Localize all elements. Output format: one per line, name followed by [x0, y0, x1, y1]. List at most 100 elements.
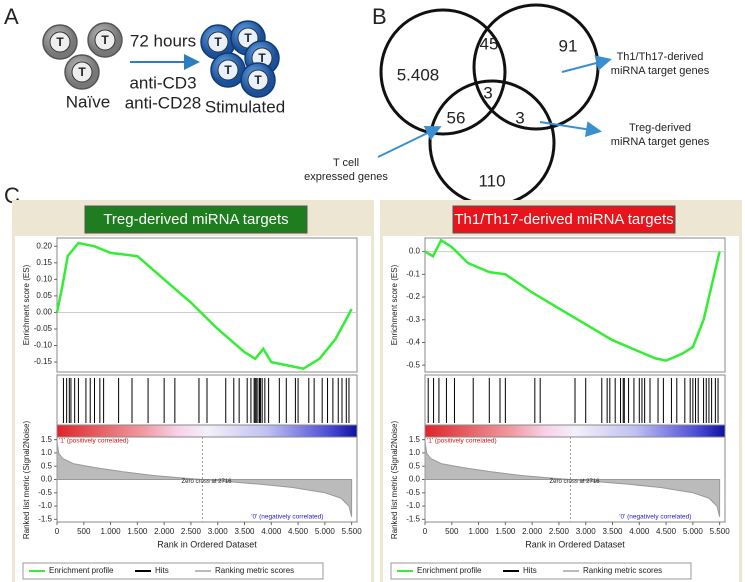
venn-label: miRNA target genes: [611, 136, 710, 148]
x-tick-label: 4.500: [288, 527, 309, 536]
cell-label: T: [101, 33, 109, 47]
cell-core: [71, 61, 93, 83]
rank-colorbar: [424, 424, 726, 438]
x-tick-label: 3.500: [234, 527, 255, 536]
venn-count: 91: [559, 36, 578, 55]
y-tick-label: 1.0: [41, 448, 53, 457]
y-tick-label: -0.10: [34, 341, 53, 350]
x-tick-label: 4.000: [261, 527, 282, 536]
legend-box: [22, 562, 324, 580]
y-tick-label: -1.0: [406, 501, 420, 510]
zero-cross-label: Zero cross at 2716: [549, 479, 600, 485]
legend-label: Ranking metric scores: [215, 566, 294, 575]
naive-label: Naïve: [66, 92, 110, 111]
cell-core: [247, 69, 269, 91]
panel-b-text: B 5.408 45 91 3 56 3 110 T cell expresse…: [4, 4, 710, 208]
x-tick-label: 5.500: [710, 527, 731, 536]
time-label: 72 hours: [130, 31, 196, 50]
y-tick-label: -0.5: [38, 488, 52, 497]
y-tick-label: -0.3: [406, 315, 420, 324]
venn-count: 56: [447, 108, 466, 127]
cell-label: T: [224, 63, 232, 77]
x-tick-label: 1.500: [127, 527, 148, 536]
title-box: [84, 205, 308, 234]
rank-colorbar: [56, 424, 358, 438]
pos-label: '1' (positively correlated): [59, 438, 129, 445]
cell-core: [217, 59, 239, 81]
metric-area: [424, 440, 721, 517]
y-tick-label: 1.0: [409, 448, 421, 457]
x-tick-label: 5.000: [315, 527, 336, 536]
x-axis-label: Rank in Ordered Dataset: [157, 539, 257, 549]
x-tick-label: 0: [55, 527, 60, 536]
venn-label: miRNA target genes: [611, 65, 710, 77]
venn-count: 3: [515, 108, 524, 127]
venn-label: Treg-derived: [629, 122, 691, 134]
y-tick-label: 0.5: [41, 461, 53, 470]
arrow: [561, 55, 612, 73]
x-tick-label: 4.500: [656, 527, 677, 536]
cell-core: [207, 31, 229, 53]
y-tick-label: -0.5: [406, 488, 420, 497]
venn-label: expressed genes: [304, 171, 388, 183]
legend-label: Enrichment profile: [49, 566, 114, 575]
arrow: [539, 121, 602, 138]
x-tick-label: 3.000: [576, 527, 597, 536]
neg-label: '0' (negatively correlated): [251, 514, 323, 521]
x-tick-label: 2.000: [154, 527, 175, 536]
x-tick-label: 3.500: [602, 527, 623, 536]
stimulated-label: Stimulated: [205, 97, 285, 116]
venn-circle: [379, 8, 507, 136]
y-tick-label: -0.5: [406, 360, 420, 369]
title-box: [452, 205, 676, 234]
y-axis-label: Ranked list metric (Signal2Noise): [22, 421, 31, 540]
plot-background: [383, 236, 739, 582]
gsea-plot: Treg-derived miRNA targets 0.20 0.15 0.10 0.…: [12, 200, 374, 582]
cell-label: T: [78, 65, 86, 79]
x-tick-label: 0: [423, 527, 428, 536]
cell-label: T: [258, 51, 266, 65]
x-tick-label: 500: [445, 527, 459, 536]
chart-title: Th1/Th17-derived miRNA targets: [454, 211, 673, 228]
venn-label: T cell: [333, 157, 359, 169]
x-tick-label: 1.000: [101, 527, 122, 536]
y-tick-label: 0.15: [36, 258, 52, 267]
stimulus: anti-CD28: [125, 93, 202, 112]
neg-label: '0' (negatively correlated): [619, 514, 691, 521]
es-frame: [56, 237, 358, 373]
y-tick-label: -0.1: [406, 269, 420, 278]
y-tick-label: 0.20: [36, 241, 52, 250]
x-tick-label: 1.500: [495, 527, 516, 536]
y-tick-label: 0.5: [409, 461, 421, 470]
venn-count: 110: [478, 171, 505, 190]
arrow: [377, 126, 442, 158]
cell-label: T: [254, 73, 262, 87]
legend-label: Ranking metric scores: [583, 566, 662, 575]
y-tick-label: 0.0: [409, 475, 421, 484]
panel-label: A: [4, 4, 19, 29]
cell-label: T: [214, 35, 222, 49]
x-tick-label: 5.000: [683, 527, 704, 536]
x-tick-label: 3.000: [208, 527, 229, 536]
x-tick-label: 500: [77, 527, 91, 536]
y-tick-label: 1.5: [409, 435, 421, 444]
venn-count: 45: [480, 34, 499, 53]
cell-core: [49, 31, 71, 53]
y-tick-label: 0.0: [41, 475, 53, 484]
y-axis-label: Ranked list metric (Signal2Noise): [390, 421, 399, 540]
venn-count: 5.408: [397, 65, 440, 84]
cell-label: T: [56, 35, 64, 49]
y-tick-label: -0.4: [406, 338, 420, 347]
y-axis-label: Enrichment score (ES): [390, 264, 399, 345]
gsea-plot: Th1/Th17-derived miRNA targets 0.0 -0.1 -0.…: [380, 200, 742, 582]
panel-a: A 72 hours anti-CD3 anti-CD28 Naïve Stim…: [4, 4, 285, 117]
venn-label: Th1/Th17-derived: [617, 51, 704, 63]
y-tick-label: -1.0: [38, 501, 52, 510]
enrichment-curve: [424, 238, 721, 362]
legend-label: Hits: [523, 566, 537, 575]
y-tick-label: 0.10: [36, 274, 52, 283]
cell-core: [94, 29, 116, 51]
y-tick-label: -1.5: [406, 514, 420, 523]
legend-box: [390, 562, 692, 580]
y-tick-label: -0.15: [34, 357, 53, 366]
